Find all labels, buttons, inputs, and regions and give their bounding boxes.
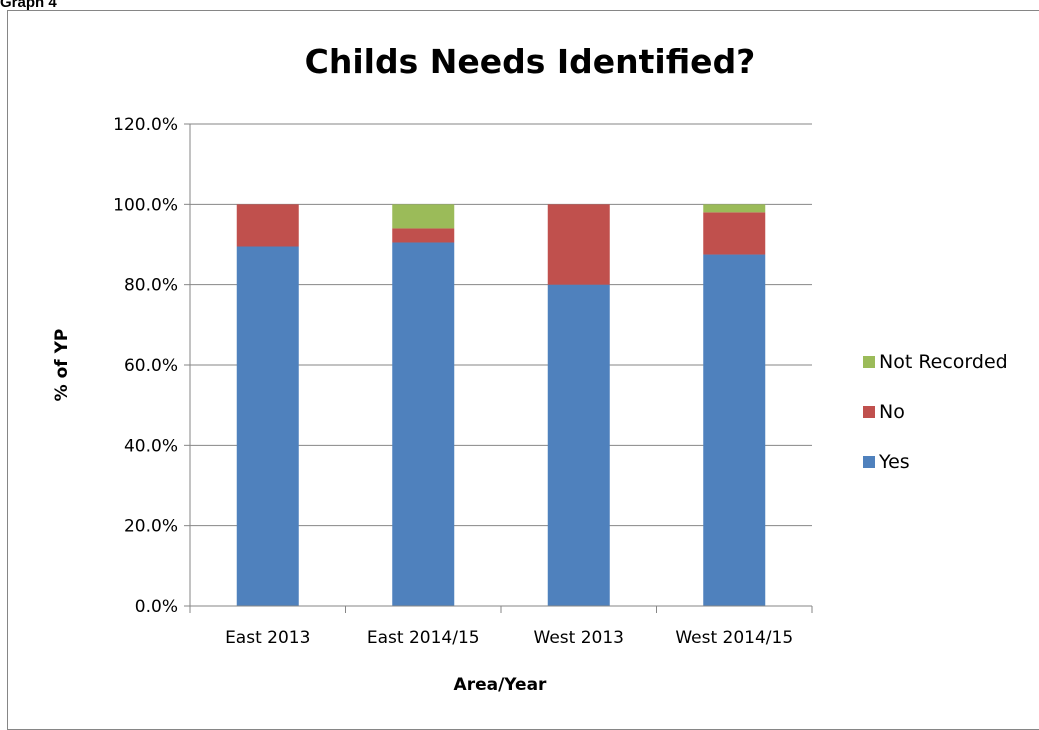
y-tick-label: 120.0%: [113, 115, 178, 135]
y-tick-label: 20.0%: [124, 517, 178, 537]
y-tick-label: 80.0%: [124, 276, 178, 296]
bar-segment-no: [703, 212, 766, 255]
y-tick-label: 60.0%: [124, 356, 178, 376]
y-tick-label: 40.0%: [124, 436, 178, 456]
legend-swatch: [863, 406, 875, 418]
legend-item: No: [863, 401, 905, 423]
legend-label: No: [879, 401, 905, 423]
bar-segment-yes: [547, 284, 610, 606]
bars: [236, 204, 766, 606]
chart-frame: [7, 10, 1039, 730]
x-tick-label: West 2013: [534, 628, 624, 648]
bar-segment-yes: [236, 246, 299, 606]
bar-segment-no: [392, 228, 455, 243]
x-axis-label: Area/Year: [454, 675, 548, 695]
legend-label: Not Recorded: [879, 351, 1008, 373]
x-tick-label: East 2013: [225, 628, 310, 648]
axes: [184, 123, 813, 613]
y-tick-label: 100.0%: [113, 195, 178, 215]
bar-segment-no: [236, 204, 299, 247]
bar-segment-not-recorded: [392, 204, 455, 229]
bar-segment-yes: [703, 254, 766, 606]
legend-label: Yes: [878, 451, 910, 473]
bar-segment-yes: [392, 242, 455, 606]
legend-swatch: [863, 356, 875, 368]
legend-swatch: [863, 456, 875, 468]
chart-title: Childs Needs Identified?: [305, 42, 756, 81]
bar-segment-not-recorded: [703, 204, 766, 213]
x-tick-labels: East 2013 East 2014/15 West 2013 West 2014/…: [225, 628, 793, 648]
y-tick-labels: 0.0% 20.0% 40.0% 60.0% 80.0% 100.0% 120.0%: [113, 115, 178, 617]
legend-item: Yes: [863, 451, 910, 473]
x-tick-label: East 2014/15: [367, 628, 480, 648]
legend: Not Recorded No Yes: [863, 351, 1008, 473]
legend-item: Not Recorded: [863, 351, 1008, 373]
page-label: Graph 4: [0, 0, 57, 11]
y-tick-label: 0.0%: [135, 597, 178, 617]
y-axis-label: % of YP: [52, 329, 72, 402]
x-tick-label: West 2014/15: [675, 628, 793, 648]
bar-segment-no: [547, 204, 610, 285]
